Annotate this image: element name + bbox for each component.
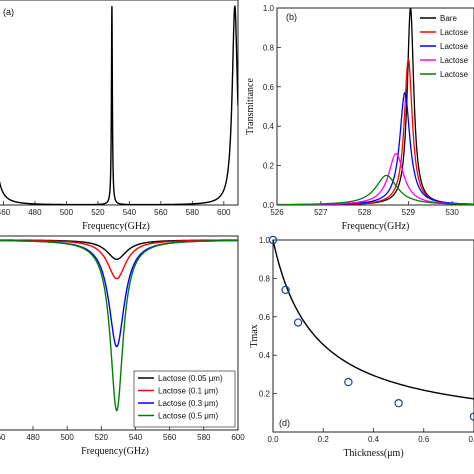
plot-frame [276, 7, 474, 206]
panel-d: 0.0 0.2 0.4 0.6 0.8 0.2 0.4 0.6 0.8 1.0 Thickness(… [249, 235, 474, 459]
x-axis-label: Frequency(GHz) [342, 221, 410, 232]
legend-entry: Lactose [440, 28, 469, 37]
x-tick-label: 580 [186, 208, 200, 217]
y-axis-label: Transmittance [245, 78, 256, 135]
x-tick-label: 540 [129, 433, 143, 442]
y-tick-label: 1.0 [263, 4, 275, 13]
y-tick-label: 1.0 [259, 236, 271, 245]
x-tick-label: 500 [60, 208, 74, 217]
plot-frame [272, 239, 474, 433]
x-tick-label: 520 [95, 433, 109, 442]
x-tick-label: 530 [445, 208, 459, 217]
x-tick-label: 526 [270, 208, 284, 217]
series-line [277, 174, 474, 205]
legend-entry: Lactose (0.1 μm) [158, 387, 219, 396]
series-line [0, 5, 238, 205]
y-axis-label: Tmax [249, 324, 260, 347]
x-tick-label: 0.8 [468, 435, 474, 444]
data-point [469, 412, 474, 421]
y-tick-label: 0.0 [263, 201, 275, 210]
x-tick-label: 480 [28, 208, 42, 217]
data-point [268, 235, 278, 245]
x-tick-label: 528 [358, 208, 372, 217]
x-tick-label: 0.0 [267, 435, 279, 444]
x-tick-label: 480 [26, 433, 40, 442]
legend-entry: Lactose (0.5 μm) [158, 412, 219, 421]
panel-label: (b) [286, 12, 297, 22]
legend-entry: Lactose [440, 56, 469, 65]
y-tick-label: 0.2 [259, 390, 271, 399]
panel-c: 460 480 500 520 540 560 580 600 Frequency(GHz) La… [0, 235, 245, 457]
y-tick-label: 0.4 [259, 351, 271, 360]
series-line [0, 239, 238, 412]
panel-a: 460 480 500 520 540 560 580 600 Frequency(GHz) (a… [0, 0, 239, 232]
x-tick-label: 560 [154, 208, 168, 217]
x-axis-label: Thickness(μm) [343, 448, 403, 459]
y-tick-label: 0.2 [263, 162, 275, 171]
data-point [293, 318, 303, 327]
x-tick-label: 0.6 [418, 435, 430, 444]
y-tick-label: 0.8 [259, 274, 271, 283]
x-tick-label: 520 [91, 208, 105, 217]
data-point [281, 285, 290, 295]
x-tick-label: 600 [231, 433, 245, 442]
x-axis-label: Frequency(GHz) [81, 446, 149, 457]
y-tick-label: 0.8 [263, 43, 275, 52]
x-tick-label: 500 [60, 433, 74, 442]
plot-frame [0, 0, 239, 206]
x-axis-label: Frequency(GHz) [82, 221, 150, 232]
x-tick-label: 580 [197, 433, 211, 442]
x-tick-label: 0.4 [368, 435, 380, 444]
fit-curve [272, 239, 474, 400]
panel-b: 526 527 528 529 530 0.0 0.2 0.4 0.6 0.8 1.0 Frequen… [245, 4, 474, 232]
panel-label: (a) [3, 7, 14, 17]
series-line [277, 58, 474, 205]
series-line [277, 8, 474, 205]
legend-entry: Lactose (0.05 μm) [158, 374, 223, 383]
x-tick-label: 529 [402, 208, 416, 217]
legend-entry: Bare [440, 14, 457, 23]
x-tick-label: 460 [0, 208, 11, 217]
legend-entry: Lactose (0.3 μm) [158, 399, 219, 408]
x-tick-label: 0.2 [318, 435, 330, 444]
data-point [344, 377, 353, 387]
data-point [394, 399, 403, 408]
legend-entry: Lactose [440, 42, 469, 51]
series-line [0, 239, 238, 348]
x-tick-label: 560 [163, 433, 177, 442]
plot-frame [0, 235, 239, 431]
panel-label: (d) [279, 418, 290, 428]
series-line [0, 239, 238, 260]
x-tick-label: 460 [0, 433, 6, 442]
y-tick-label: 0.6 [263, 83, 275, 92]
legend-box [133, 370, 236, 428]
x-tick-label: 540 [123, 208, 137, 217]
legend-entry: Lactose [440, 70, 469, 79]
x-tick-label: 527 [314, 208, 328, 217]
y-tick-label: 0.6 [259, 313, 271, 322]
y-tick-label: 0.4 [263, 122, 275, 131]
x-tick-label: 600 [217, 208, 231, 217]
series-line [277, 153, 474, 205]
